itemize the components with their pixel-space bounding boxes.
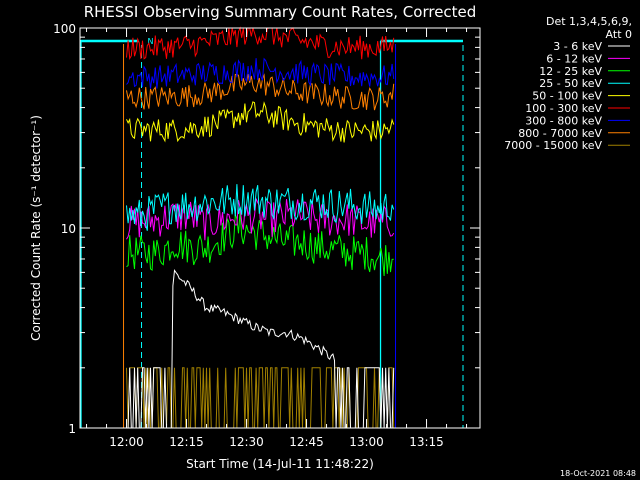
chart-title: RHESSI Observing Summary Count Rates, Co… bbox=[84, 3, 477, 21]
x-axis-label: Start Time (14-Jul-11 11:48:22) bbox=[186, 457, 374, 471]
x-tick-label-0: 12:00 bbox=[109, 435, 144, 449]
series-line-7 bbox=[126, 73, 395, 111]
y-tick-label-1: 10 bbox=[61, 222, 76, 236]
y-axis-label: Corrected Count Rate (s⁻¹ detector⁻¹) bbox=[29, 115, 43, 341]
y-tick-label-2: 100 bbox=[53, 22, 76, 36]
legend-label-4: 50 - 100 keV bbox=[532, 90, 602, 103]
legend-label-3: 25 - 50 keV bbox=[539, 77, 602, 90]
timestamp: 18-Oct-2021 08:48 bbox=[560, 469, 636, 478]
legend-label-7: 800 - 7000 keV bbox=[518, 127, 602, 140]
legend-label-2: 12 - 25 keV bbox=[539, 65, 602, 78]
x-tick-label-2: 12:30 bbox=[229, 435, 264, 449]
legend-label-6: 300 - 800 keV bbox=[525, 114, 602, 127]
axes: 12:00 12:15 12:30 12:45 13:00 13:15 1 10 100 bbox=[53, 22, 480, 449]
x-tick-label-4: 13:00 bbox=[349, 435, 384, 449]
legend-label-8: 7000 - 15000 keV bbox=[504, 139, 602, 152]
legend-title-line-1: Det 1,3,4,5,6,9, bbox=[546, 15, 632, 28]
x-tick-label-5: 13:15 bbox=[409, 435, 444, 449]
x-tick-label-3: 12:45 bbox=[289, 435, 324, 449]
series-line-1 bbox=[126, 198, 395, 241]
marker-label: N bbox=[148, 37, 154, 46]
series-line-3 bbox=[126, 184, 395, 231]
series-line-4 bbox=[126, 101, 395, 143]
series-layer bbox=[126, 26, 395, 429]
legend-label-5: 100 - 300 keV bbox=[525, 102, 602, 115]
legend-label-0: 3 - 6 keV bbox=[553, 40, 602, 53]
legend-label-1: 6 - 12 keV bbox=[546, 52, 602, 65]
y-tick-label-0: 1 bbox=[68, 422, 76, 436]
legend-title-line-2: Att 0 bbox=[606, 28, 632, 41]
series-line-6 bbox=[126, 57, 395, 89]
series-line-5 bbox=[126, 26, 395, 61]
x-tick-label-1: 12:15 bbox=[169, 435, 204, 449]
